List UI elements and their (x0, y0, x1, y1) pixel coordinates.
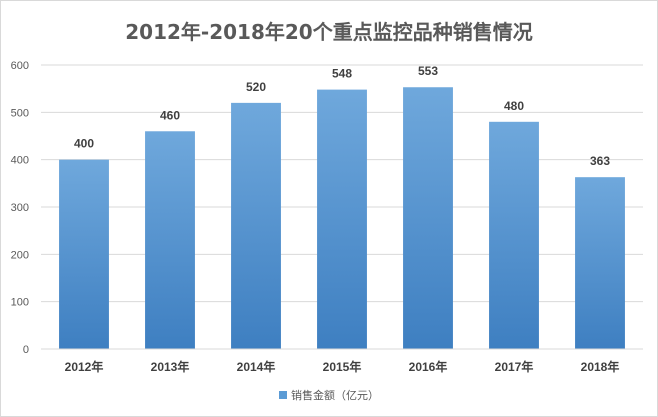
chart-title: 2012年-2018年20个重点监控品种销售情况 (125, 20, 532, 44)
x-tick-label: 2016年 (409, 359, 448, 374)
x-tick-label: 2017年 (495, 359, 534, 374)
legend: 销售金额（亿元） (279, 388, 379, 402)
y-tick-label: 100 (11, 297, 29, 309)
x-axis: 2012年 2013年 2014年 2015年 2016年 2017年 2018年 (41, 348, 643, 374)
y-tick-label: 400 (11, 155, 29, 167)
x-tick-label: 2012年 (65, 359, 104, 374)
y-tick-label: 200 (11, 249, 29, 261)
data-label: 548 (332, 67, 352, 81)
bar (575, 177, 625, 349)
bar (231, 102, 281, 349)
x-tick-label: 2015年 (323, 359, 362, 374)
x-tick-label: 2018年 (581, 359, 620, 374)
x-tick-label: 2013年 (151, 359, 190, 374)
y-tick-label: 300 (11, 202, 29, 214)
x-tick-label: 2014年 (237, 359, 276, 374)
data-label: 400 (74, 137, 94, 151)
y-axis: 0 100 200 300 400 500 600 (11, 60, 29, 356)
data-label: 363 (590, 154, 610, 168)
bars (59, 87, 625, 349)
data-label: 553 (418, 64, 438, 78)
legend-label: 销售金额（亿元） (291, 388, 379, 402)
data-label: 480 (504, 99, 524, 113)
y-tick-label: 600 (11, 60, 29, 72)
y-tick-label: 500 (11, 107, 29, 119)
bar (403, 87, 453, 349)
data-labels: 400 460 520 548 553 480 363 (74, 64, 610, 168)
bar (489, 121, 539, 349)
data-label: 460 (160, 108, 180, 122)
bar (145, 131, 195, 349)
legend-swatch (279, 391, 287, 399)
bar (59, 159, 109, 349)
data-label: 520 (246, 80, 266, 94)
bar (317, 89, 367, 349)
y-tick-label: 0 (23, 344, 29, 356)
